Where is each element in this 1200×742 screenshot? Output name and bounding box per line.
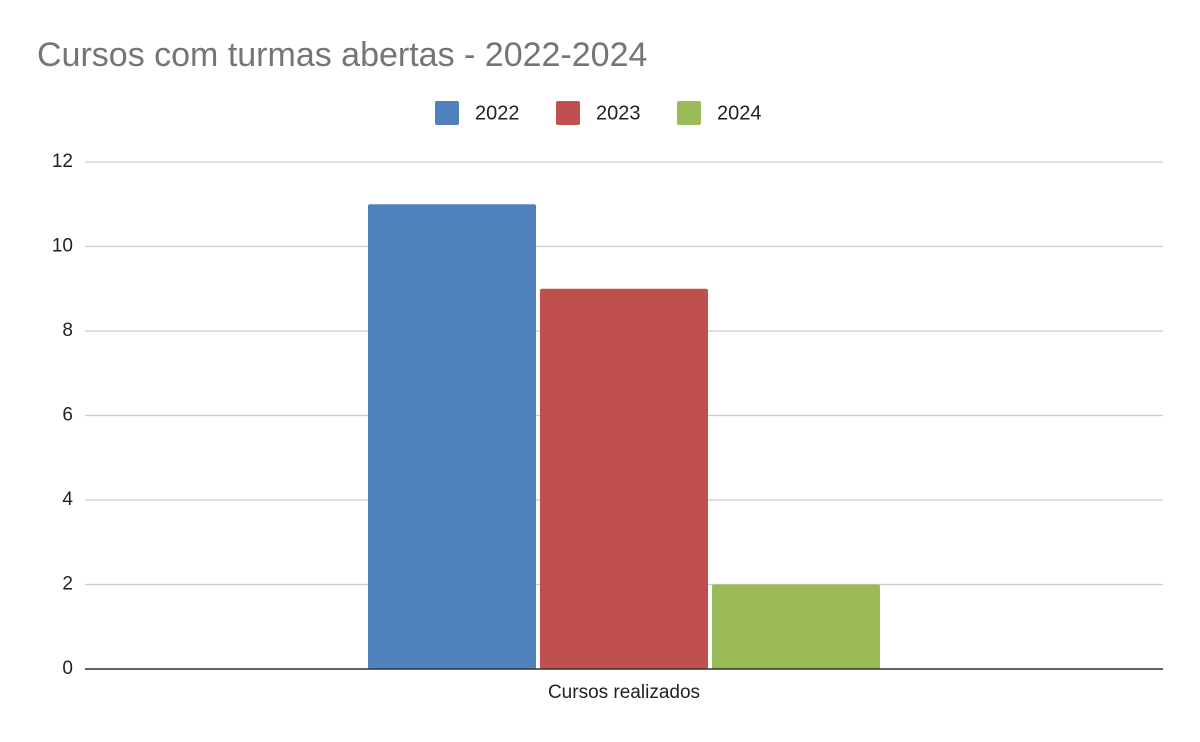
y-tick-label: 12 (52, 151, 73, 172)
legend-label: 2022 (475, 102, 520, 124)
bar (368, 204, 536, 669)
x-tick-label: Cursos realizados (548, 682, 700, 703)
y-tick-label: 0 (62, 658, 73, 679)
bar (540, 288, 708, 669)
legend-swatch (677, 101, 701, 125)
legend-swatch (435, 101, 459, 125)
y-tick-label: 8 (62, 320, 73, 341)
legend-label: 2024 (717, 102, 762, 124)
legend-swatch (556, 101, 580, 125)
bar (712, 584, 880, 669)
y-tick-label: 10 (52, 236, 73, 257)
y-tick-label: 4 (62, 489, 73, 510)
y-tick-label: 2 (62, 574, 73, 595)
y-tick-label: 6 (62, 405, 73, 426)
chart-title: Cursos com turmas abertas - 2022-2024 (37, 36, 647, 74)
legend-label: 2023 (596, 102, 641, 124)
